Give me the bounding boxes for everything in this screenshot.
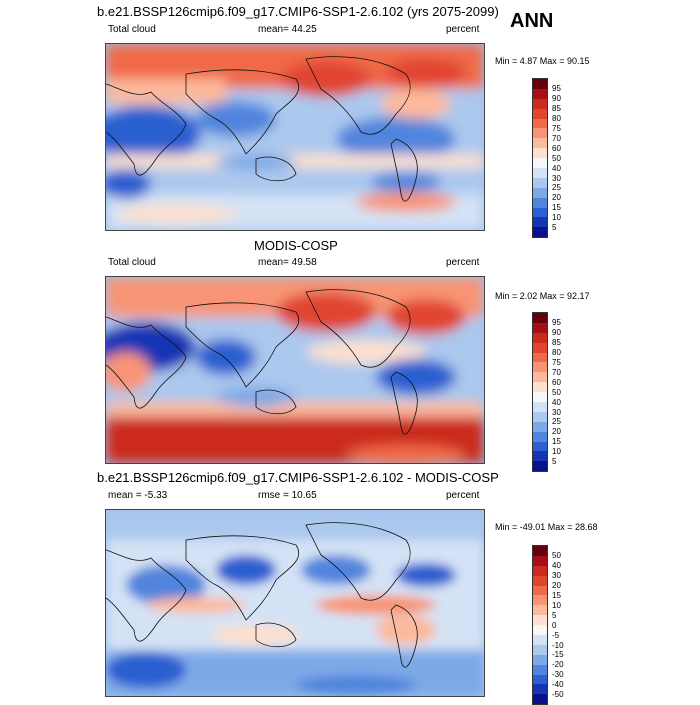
panel2-title: MODIS-COSP (254, 238, 338, 253)
panel1-colorbar-tick: 70 (552, 133, 561, 143)
panel2-colorbar-tick: 25 (552, 417, 561, 427)
panel2-colorbar-tick: 30 (552, 407, 561, 417)
panel3-map (105, 509, 485, 697)
panel3-colorbar-tick: -40 (552, 680, 564, 690)
panel2-colorbar-tick: 95 (552, 318, 561, 328)
panel1-variable: Total cloud (108, 24, 156, 35)
panel3-colorbar-tick: 40 (552, 561, 561, 571)
panel2-colorbar-tick: 80 (552, 348, 561, 358)
panel1-map (105, 43, 485, 231)
panel1-colorbar-tick: 50 (552, 153, 561, 163)
panel2-colorbar-tick: 40 (552, 397, 561, 407)
panel1-colorbar-tick: 20 (552, 193, 561, 203)
panel2-minmax: Min = 2.02 Max = 92.17 (495, 291, 590, 301)
panel3-colorbar-tick: -30 (552, 670, 564, 680)
panel2-colorbar-tick: 75 (552, 358, 561, 367)
panel3-colorbar-tick: 20 (552, 581, 561, 591)
panel3-minmax: Min = -49.01 Max = 28.68 (495, 522, 598, 532)
panel2-colorbar (532, 312, 548, 473)
panel3-colorbar-tick: -10 (552, 640, 564, 650)
panel1-colorbar-tick: 60 (552, 143, 561, 153)
panel1-colorbar-tick: 90 (552, 94, 561, 104)
panel2-map (105, 276, 485, 464)
panel2-colorbar-tick: 50 (552, 387, 561, 397)
panel3-colorbar-tick: 50 (552, 551, 561, 561)
panel2-colorbar-tick: 20 (552, 427, 561, 437)
panel1-units: percent (446, 24, 480, 35)
panel1-colorbar-tick: 15 (552, 203, 561, 213)
panel3-colorbar (532, 545, 548, 705)
panel2-colorbar-tick: 70 (552, 367, 561, 377)
panel1-colorbar-tick: 5 (552, 223, 557, 232)
panel1-colorbar-tick: 25 (552, 183, 561, 193)
panel1-colorbar (532, 78, 548, 239)
panel1-colorbar-tick: 30 (552, 173, 561, 183)
panel3-colorbar-tick: 10 (552, 600, 561, 610)
panel2-colorbar-tick: 15 (552, 437, 561, 447)
panel3-colorbar-tick: -50 (552, 690, 564, 699)
panel2-map-svg (106, 277, 484, 463)
panel2-colorbar-tick: 85 (552, 338, 561, 348)
panel2-colorbar-tick: 5 (552, 457, 557, 466)
panel3-map-svg (106, 510, 484, 696)
panel1-mean: mean= 44.25 (258, 24, 317, 35)
panel2-colorbar-tick: 60 (552, 377, 561, 387)
season-label: ANN (510, 10, 554, 32)
panel3-colorbar-tick: 30 (552, 571, 561, 581)
panel2-colorbar-tick: 10 (552, 447, 561, 457)
panel3-colorbar-tick: -20 (552, 660, 564, 670)
panel3-colorbar-tick: 0 (552, 620, 557, 630)
panel3-colorbar-tick: 15 (552, 591, 561, 600)
panel3-units: percent (446, 490, 480, 501)
panel1-title: b.e21.BSSP126cmip6.f09_g17.CMIP6-SSP1-2.… (97, 4, 499, 19)
panel1-minmax: Min = 4.87 Max = 90.15 (495, 56, 590, 66)
panel1-colorbar-tick: 40 (552, 163, 561, 173)
panel1-map-svg (106, 44, 484, 230)
panel3-mean: mean = -5.33 (108, 490, 168, 501)
panel2-variable: Total cloud (108, 257, 156, 268)
panel1-colorbar-tick: 85 (552, 104, 561, 114)
panel3-colorbar-tick: -5 (552, 630, 560, 640)
panel1-colorbar-tick: 10 (552, 213, 561, 223)
panel3-colorbar-tick: 5 (552, 610, 557, 620)
panel3-title: b.e21.BSSP126cmip6.f09_g17.CMIP6-SSP1-2.… (97, 470, 499, 485)
panel2-units: percent (446, 257, 480, 268)
panel3-rmse: rmse = 10.65 (258, 490, 317, 501)
panel1-colorbar-tick: 80 (552, 114, 561, 124)
panel1-colorbar-tick: 95 (552, 84, 561, 94)
panel2-colorbar-tick: 90 (552, 328, 561, 338)
panel3-colorbar-tick: -15 (552, 650, 564, 660)
panel1-colorbar-tick: 75 (552, 124, 561, 133)
panel2-mean: mean= 49.58 (258, 257, 317, 268)
